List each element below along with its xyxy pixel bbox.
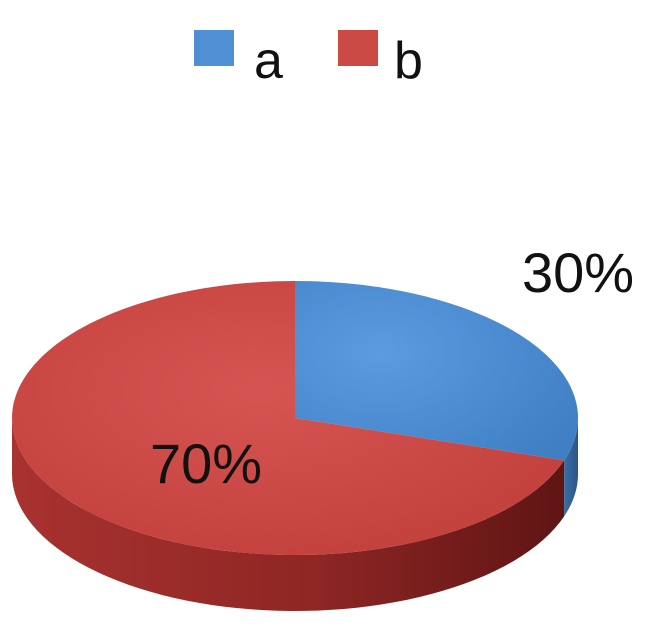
legend-swatch-a [194, 30, 234, 66]
legend-entry-a: a [194, 30, 283, 90]
legend-swatch-b [338, 30, 378, 66]
legend-entry-b: b [338, 30, 423, 90]
pie-slice-a [295, 281, 578, 461]
pie-sides [12, 418, 578, 611]
legend-label-a: a [254, 32, 283, 90]
legend: a b [194, 30, 423, 90]
data-label-a: 30% [522, 241, 634, 304]
pie-side-b [12, 418, 565, 611]
data-label-b: 70% [150, 432, 262, 495]
pie-tops [12, 281, 578, 555]
pie-slice-b [12, 281, 565, 555]
legend-label-b: b [394, 32, 423, 90]
pie-side-a [564, 418, 578, 517]
